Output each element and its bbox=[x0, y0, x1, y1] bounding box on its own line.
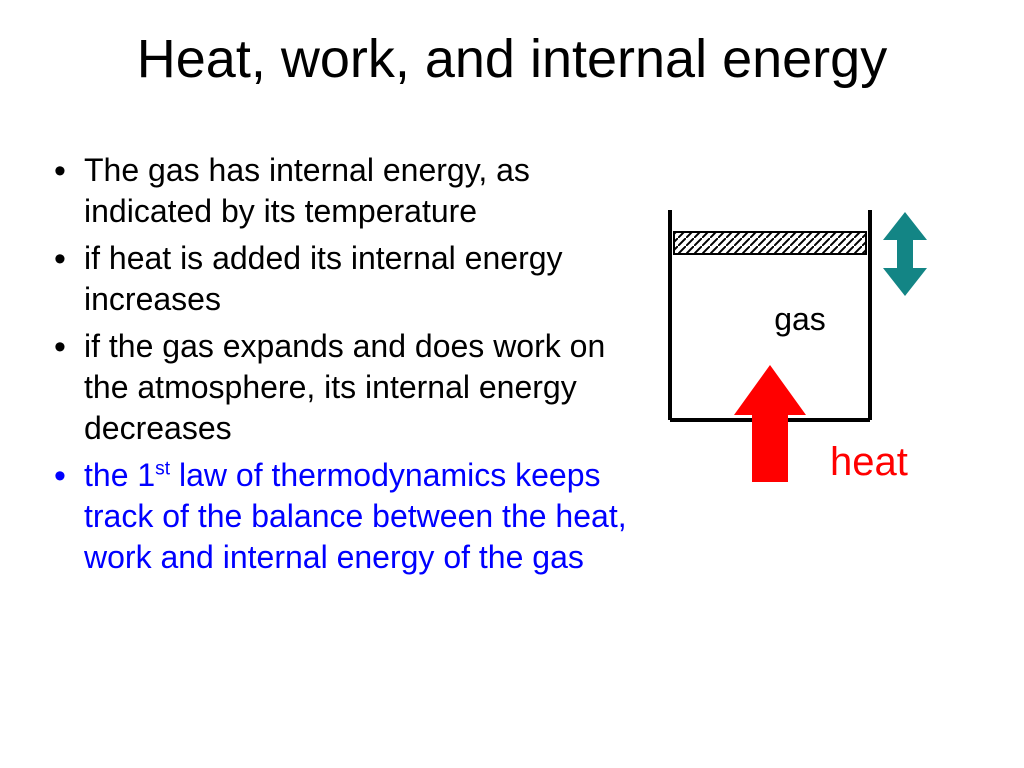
gas-piston-diagram: gas bbox=[630, 190, 970, 490]
bullet-list: The gas has internal energy, as indicate… bbox=[50, 110, 630, 584]
gas-label: gas bbox=[774, 301, 826, 337]
bullet-item: the 1st law of thermodynamics keeps trac… bbox=[50, 455, 630, 578]
diagram-area: gas heat bbox=[630, 110, 994, 584]
bullet-item: if the gas expands and does work on the … bbox=[50, 326, 630, 449]
bullet-item: The gas has internal energy, as indicate… bbox=[50, 150, 630, 232]
bullet-item: if heat is added its internal energy inc… bbox=[50, 238, 630, 320]
content-area: The gas has internal energy, as indicate… bbox=[0, 110, 1024, 584]
heat-label: heat bbox=[830, 440, 908, 485]
expand-arrow-icon bbox=[883, 212, 927, 296]
heat-arrow-icon bbox=[734, 365, 806, 482]
slide-title: Heat, work, and internal energy bbox=[0, 0, 1024, 110]
